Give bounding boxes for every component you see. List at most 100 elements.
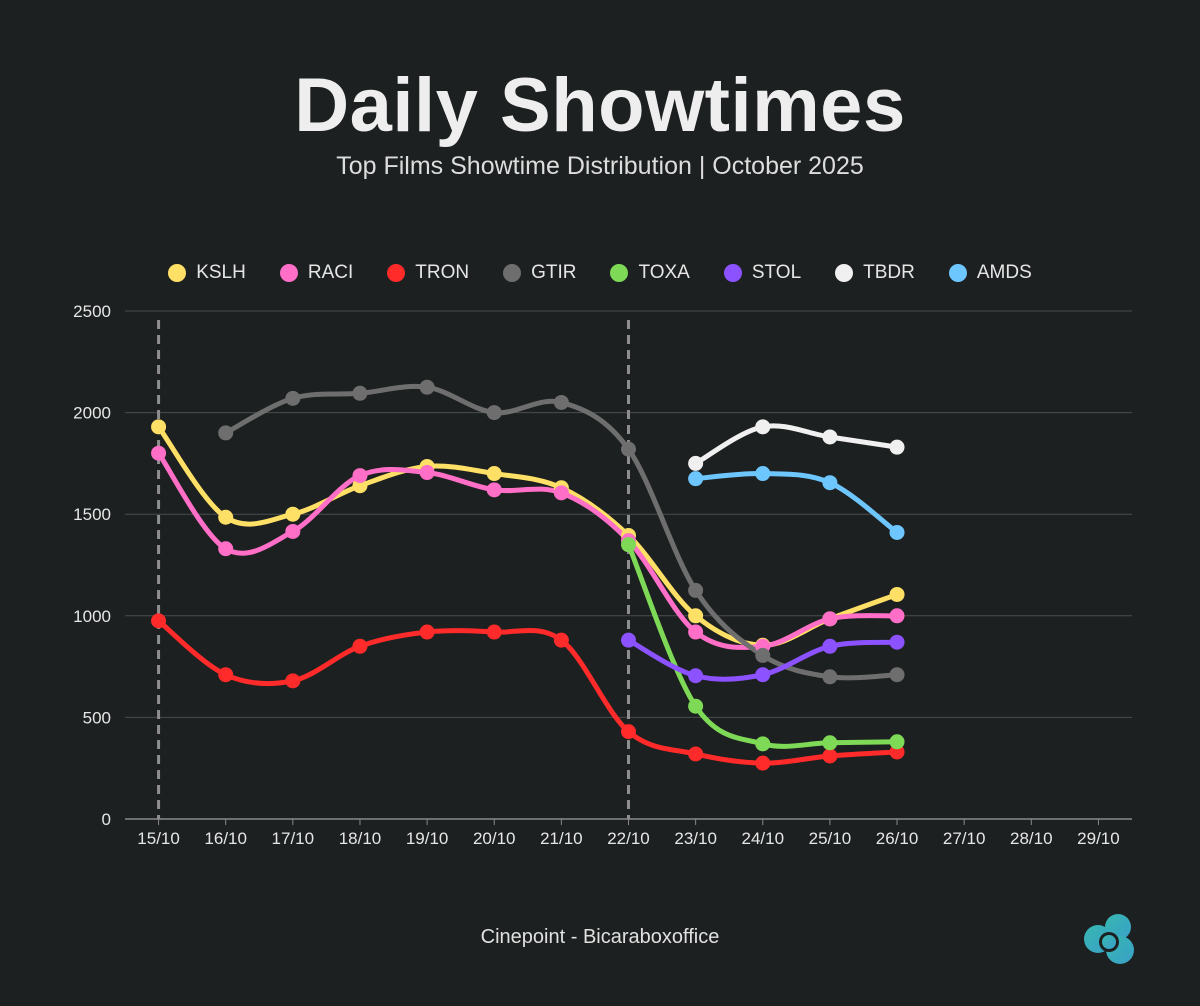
data-point-kslh — [218, 509, 234, 525]
x-tick-label: 21/10 — [540, 829, 583, 848]
legend-item-tbdr: TBDR — [835, 262, 915, 284]
data-point-gtir — [621, 441, 636, 457]
data-point-tron — [486, 624, 502, 640]
data-point-tbdr — [688, 455, 704, 471]
y-tick-label: 0 — [102, 810, 111, 829]
data-point-tron — [553, 632, 569, 648]
data-point-toxa — [621, 537, 636, 553]
data-point-gtir — [352, 385, 368, 401]
data-point-raci — [218, 541, 234, 557]
series-line-amds — [693, 471, 900, 535]
data-point-toxa — [822, 735, 838, 751]
data-point-gtir — [688, 582, 704, 598]
legend-item-raci: RACI — [279, 262, 354, 284]
y-tick-label: 1000 — [73, 607, 111, 626]
x-tick-label: 25/10 — [809, 829, 852, 848]
legend-swatch-icon — [723, 264, 742, 282]
data-point-gtir — [822, 669, 838, 685]
data-point-stol — [889, 634, 905, 650]
data-point-raci — [553, 485, 569, 501]
data-point-raci — [889, 608, 905, 624]
chart-subtitle: Top Films Showtime Distribution | Octobe… — [336, 152, 864, 180]
y-tick-label: 1500 — [73, 505, 111, 524]
data-point-stol — [822, 638, 838, 654]
data-point-kslh — [688, 608, 704, 624]
data-point-kslh — [151, 419, 167, 435]
y-tick-label: 2000 — [73, 404, 111, 423]
legend-swatch-icon — [948, 264, 967, 282]
data-point-toxa — [755, 736, 771, 752]
data-point-raci — [822, 611, 838, 627]
data-point-stol — [621, 632, 636, 648]
x-tick-label: 28/10 — [1010, 829, 1053, 848]
data-point-toxa — [889, 734, 905, 750]
legend-item-stol: STOL — [723, 262, 802, 284]
data-point-tron — [688, 746, 704, 762]
legend-item-tron: TRON — [387, 262, 469, 284]
data-point-gtir — [889, 667, 905, 683]
cloud-logo-icon — [1084, 914, 1134, 964]
data-point-raci — [486, 482, 502, 498]
data-point-raci — [419, 465, 435, 481]
data-point-amds — [822, 475, 838, 491]
legend-swatch-icon — [168, 264, 187, 282]
data-point-tbdr — [755, 419, 771, 435]
x-tick-label: 24/10 — [741, 829, 784, 848]
data-point-gtir — [755, 647, 771, 663]
x-tick-label: 18/10 — [339, 829, 382, 848]
data-point-tron — [822, 748, 838, 764]
legend-item-gtir: GTIR — [503, 262, 576, 284]
x-tick-label: 15/10 — [137, 829, 180, 848]
legend-item-amds: AMDS — [948, 262, 1032, 284]
data-point-gtir — [553, 394, 569, 410]
data-point-tron — [621, 724, 636, 740]
series-line-gtir — [223, 383, 900, 681]
legend-label: KSLH — [196, 262, 246, 283]
data-point-amds — [688, 471, 704, 487]
data-point-gtir — [285, 390, 301, 406]
x-tick-label: 17/10 — [272, 829, 315, 848]
data-point-kslh — [285, 506, 301, 522]
legend-label: TBDR — [863, 262, 915, 283]
legend-label: STOL — [751, 262, 802, 283]
x-tick-label: 20/10 — [473, 829, 516, 848]
data-point-tron — [218, 667, 234, 683]
data-point-stol — [755, 667, 771, 683]
data-point-tbdr — [889, 439, 905, 455]
series-line-raci — [156, 450, 900, 650]
data-point-raci — [285, 523, 301, 539]
x-tick-label: 19/10 — [406, 829, 449, 848]
data-point-tron — [151, 613, 167, 629]
chart-title: Daily Showtimes — [294, 63, 906, 148]
data-point-tron — [419, 624, 435, 640]
legend-label: AMDS — [976, 262, 1032, 283]
data-point-tron — [755, 755, 771, 771]
series-line-tbdr — [693, 423, 900, 466]
data-point-tbdr — [822, 429, 838, 445]
legend-label: TOXA — [638, 262, 690, 283]
data-point-raci — [352, 468, 368, 484]
legend-label: TRON — [415, 262, 470, 283]
data-point-gtir — [486, 405, 502, 421]
data-point-raci — [151, 445, 167, 461]
data-point-toxa — [688, 698, 704, 714]
data-point-tron — [352, 638, 368, 654]
legend-swatch-icon — [835, 264, 854, 282]
x-tick-label: 26/10 — [876, 829, 919, 848]
data-point-amds — [889, 524, 905, 540]
x-tick-label: 27/10 — [943, 829, 986, 848]
series-line-toxa — [626, 542, 900, 749]
data-point-raci — [688, 624, 704, 640]
line-chart: 0 500 1000 1500 2000 2500 15/10 16/10 17/10 18/10… — [73, 302, 1132, 848]
legend-swatch-icon — [503, 264, 522, 282]
x-tick-label: 22/10 — [607, 829, 650, 848]
data-point-kslh — [889, 586, 905, 602]
y-tick-label: 500 — [83, 708, 111, 727]
data-point-tron — [285, 673, 301, 689]
legend-swatch-icon — [279, 264, 298, 282]
data-point-gtir — [218, 425, 234, 441]
data-point-gtir — [419, 379, 435, 395]
legend: KSLH RACI TRON GTIR TOXA STOL TBDR AMDS — [0, 262, 1200, 284]
legend-label: RACI — [307, 262, 354, 283]
data-point-stol — [688, 668, 704, 684]
